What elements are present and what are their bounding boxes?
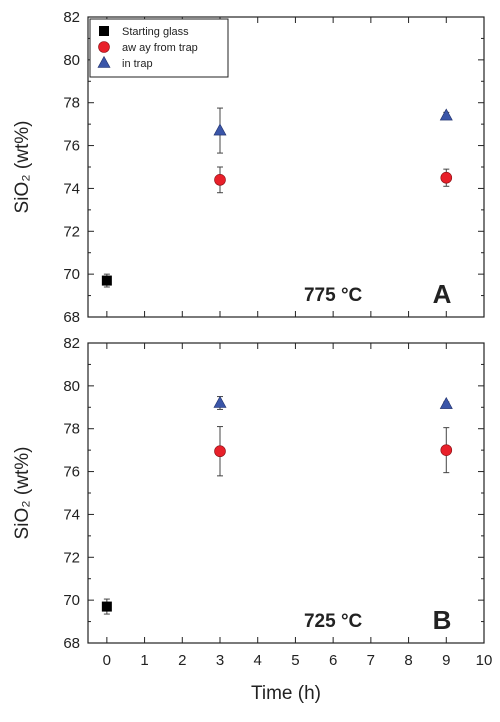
y-tick-label: 74 [63, 506, 80, 523]
legend: Starting glass aw ay from trap in trap [89, 18, 229, 78]
data-point-triangle [213, 395, 227, 408]
x-tick-label: 10 [476, 652, 493, 669]
data-point-circle [440, 171, 453, 184]
y-tick-label: 70 [63, 592, 80, 609]
y-tick-label: 80 [63, 378, 80, 395]
x-tick-label: 1 [140, 652, 148, 669]
y-tick-label: 70 [63, 266, 80, 283]
y-tick-label: 76 [63, 464, 80, 481]
x-tick-label: 4 [254, 652, 262, 669]
plot-frame [87, 342, 485, 644]
data-point-triangle [439, 108, 453, 121]
x-axis-title: Time (h) [251, 683, 321, 704]
panel-a: 68 70 72 74 76 78 80 82 SiO₂ (wt%) 775 °C A Startin… [12, 9, 485, 326]
y-tick-label: 78 [63, 421, 80, 438]
data-point-triangle [213, 123, 227, 136]
x-tick-label: 2 [178, 652, 186, 669]
y-tick-label: 82 [63, 335, 80, 352]
legend-marker [98, 41, 110, 53]
x-tick-label: 6 [329, 652, 337, 669]
y-tick-label: 72 [63, 223, 80, 240]
x-tick-label: 3 [216, 652, 224, 669]
y-tick-label: 72 [63, 549, 80, 566]
data-point-circle [214, 174, 226, 186]
y-tick-label: 74 [63, 180, 80, 197]
y-tick-label: 80 [63, 52, 80, 69]
legend-label: aw ay from trap [122, 42, 198, 54]
data-point-square [101, 601, 112, 612]
y-axis-title: SiO₂ (wt%) [12, 121, 33, 214]
panel-letter: B [433, 605, 452, 635]
y-tick-label: 82 [63, 9, 80, 26]
legend-marker [99, 26, 109, 36]
data-point-square [101, 275, 112, 286]
legend-box [89, 18, 229, 78]
y-tick-label: 78 [63, 95, 80, 112]
legend-marker [97, 55, 111, 68]
legend-label: Starting glass [122, 26, 189, 38]
data-point-triangle [439, 396, 453, 409]
y-tick-label: 76 [63, 138, 80, 155]
y-tick-label: 68 [63, 635, 80, 652]
y-tick-label: 68 [63, 309, 80, 326]
x-tick-label: 0 [103, 652, 111, 669]
data-point-circle [440, 444, 453, 456]
panel-letter: A [433, 279, 452, 309]
x-tick-label: 9 [442, 652, 450, 669]
data-point-circle [214, 445, 226, 458]
x-tick-label: 8 [404, 652, 412, 669]
temperature-label: 775 °C [304, 285, 363, 306]
legend-label: in trap [122, 58, 153, 70]
x-tick-label: 5 [291, 652, 299, 669]
temperature-label: 725 °C [304, 611, 363, 632]
y-axis-title: SiO₂ (wt%) [12, 447, 33, 540]
x-tick-label: 7 [367, 652, 375, 669]
